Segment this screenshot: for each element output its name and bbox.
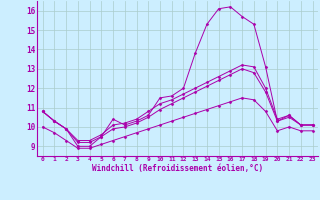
X-axis label: Windchill (Refroidissement éolien,°C): Windchill (Refroidissement éolien,°C) (92, 164, 263, 173)
